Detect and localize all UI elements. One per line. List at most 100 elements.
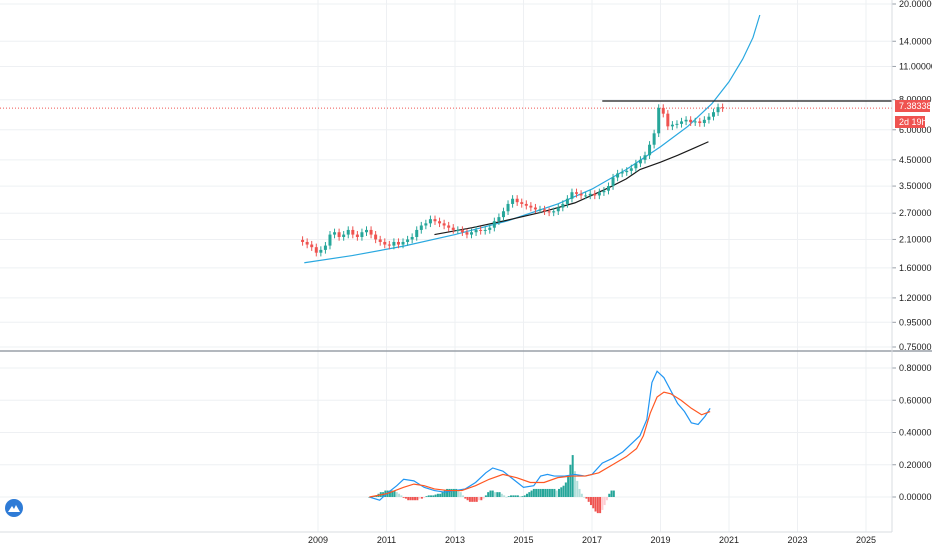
candle[interactable] bbox=[602, 190, 606, 193]
histogram-bar[interactable] bbox=[514, 495, 517, 497]
candle[interactable] bbox=[333, 232, 337, 235]
candle[interactable] bbox=[442, 223, 446, 226]
histogram-bar[interactable] bbox=[587, 497, 590, 502]
candle[interactable] bbox=[369, 229, 373, 235]
histogram-bar[interactable] bbox=[544, 488, 547, 497]
histogram-bar[interactable] bbox=[434, 494, 437, 497]
histogram-bar[interactable] bbox=[601, 497, 604, 510]
candle[interactable] bbox=[419, 225, 423, 230]
candle[interactable] bbox=[378, 239, 382, 242]
candle[interactable] bbox=[533, 207, 537, 210]
histogram-bar[interactable] bbox=[528, 492, 531, 497]
histogram-bar[interactable] bbox=[599, 497, 602, 514]
candle[interactable] bbox=[406, 239, 410, 242]
histogram-bar[interactable] bbox=[455, 488, 458, 497]
candle[interactable] bbox=[657, 107, 661, 134]
candle[interactable] bbox=[310, 244, 314, 248]
candle[interactable] bbox=[620, 172, 624, 174]
histogram-bar[interactable] bbox=[546, 488, 549, 497]
histogram-bar[interactable] bbox=[535, 488, 538, 497]
candle[interactable] bbox=[707, 116, 711, 120]
histogram-bar[interactable] bbox=[612, 490, 615, 497]
candle[interactable] bbox=[529, 205, 533, 208]
histogram-bar[interactable] bbox=[555, 490, 558, 497]
candle[interactable] bbox=[506, 203, 510, 212]
candle[interactable] bbox=[597, 192, 601, 196]
candle[interactable] bbox=[374, 234, 378, 240]
histogram-bar[interactable] bbox=[430, 495, 433, 497]
histogram-bar[interactable] bbox=[423, 497, 426, 498]
candle[interactable] bbox=[451, 227, 455, 230]
candle[interactable] bbox=[643, 155, 647, 160]
candle[interactable] bbox=[693, 121, 697, 123]
candle[interactable] bbox=[497, 217, 501, 222]
histogram-bar[interactable] bbox=[507, 496, 510, 497]
candle[interactable] bbox=[570, 192, 574, 199]
histogram-bar[interactable] bbox=[482, 497, 485, 499]
histogram-bar[interactable] bbox=[432, 495, 435, 497]
histogram-bar[interactable] bbox=[478, 497, 481, 501]
candle[interactable] bbox=[616, 173, 620, 178]
candle[interactable] bbox=[606, 186, 610, 191]
candle[interactable] bbox=[438, 221, 442, 224]
histogram-bar[interactable] bbox=[443, 490, 446, 497]
histogram-bar[interactable] bbox=[436, 493, 439, 497]
histogram-bar[interactable] bbox=[541, 488, 544, 497]
candle[interactable] bbox=[593, 193, 597, 196]
candle[interactable] bbox=[670, 124, 674, 127]
candle[interactable] bbox=[483, 229, 487, 231]
histogram-bar[interactable] bbox=[427, 495, 430, 497]
candle[interactable] bbox=[652, 133, 656, 145]
histogram-bar[interactable] bbox=[475, 497, 478, 502]
candle[interactable] bbox=[401, 241, 405, 245]
candle[interactable] bbox=[305, 241, 309, 245]
histogram-bar[interactable] bbox=[510, 495, 513, 497]
histogram-bar[interactable] bbox=[398, 493, 401, 497]
histogram-bar[interactable] bbox=[573, 471, 576, 497]
candle[interactable] bbox=[474, 229, 478, 233]
histogram-bar[interactable] bbox=[594, 497, 597, 512]
histogram-bar[interactable] bbox=[585, 497, 588, 499]
candle[interactable] bbox=[488, 227, 492, 230]
histogram-bar[interactable] bbox=[603, 497, 606, 506]
histogram-bar[interactable] bbox=[526, 493, 529, 497]
candle[interactable] bbox=[543, 209, 547, 212]
histogram-bar[interactable] bbox=[553, 488, 556, 497]
candle[interactable] bbox=[611, 177, 615, 187]
candle[interactable] bbox=[716, 107, 720, 113]
histogram-bar[interactable] bbox=[484, 495, 487, 497]
histogram-bar[interactable] bbox=[532, 488, 535, 497]
candle[interactable] bbox=[355, 234, 359, 237]
histogram-bar[interactable] bbox=[500, 493, 503, 497]
histogram-bar[interactable] bbox=[551, 488, 554, 497]
histogram-bar[interactable] bbox=[505, 497, 508, 498]
candle[interactable] bbox=[319, 249, 323, 253]
histogram-bar[interactable] bbox=[450, 488, 453, 497]
histogram-bar[interactable] bbox=[404, 497, 407, 499]
candle[interactable] bbox=[634, 163, 638, 169]
fit-curve-line[interactable] bbox=[304, 14, 761, 264]
macd-line[interactable] bbox=[369, 370, 711, 501]
candle[interactable] bbox=[538, 209, 542, 211]
candle[interactable] bbox=[689, 119, 693, 123]
candle[interactable] bbox=[433, 219, 437, 222]
candle[interactable] bbox=[351, 229, 355, 235]
candle[interactable] bbox=[524, 203, 528, 206]
histogram-bar[interactable] bbox=[471, 497, 474, 502]
histogram-bar[interactable] bbox=[578, 488, 581, 497]
candle[interactable] bbox=[552, 211, 556, 213]
candle[interactable] bbox=[337, 232, 341, 237]
candle[interactable] bbox=[675, 123, 679, 125]
candle[interactable] bbox=[648, 144, 652, 156]
histogram-bar[interactable] bbox=[420, 497, 423, 499]
candle[interactable] bbox=[702, 119, 706, 124]
candle[interactable] bbox=[625, 170, 629, 173]
histogram-bar[interactable] bbox=[512, 495, 515, 497]
histogram-bar[interactable] bbox=[494, 492, 497, 497]
histogram-bar[interactable] bbox=[576, 480, 579, 497]
candle[interactable] bbox=[575, 192, 579, 194]
histogram-bar[interactable] bbox=[464, 497, 467, 499]
histogram-bar[interactable] bbox=[441, 492, 444, 497]
histogram-bar[interactable] bbox=[519, 496, 522, 497]
histogram-bar[interactable] bbox=[468, 497, 471, 502]
